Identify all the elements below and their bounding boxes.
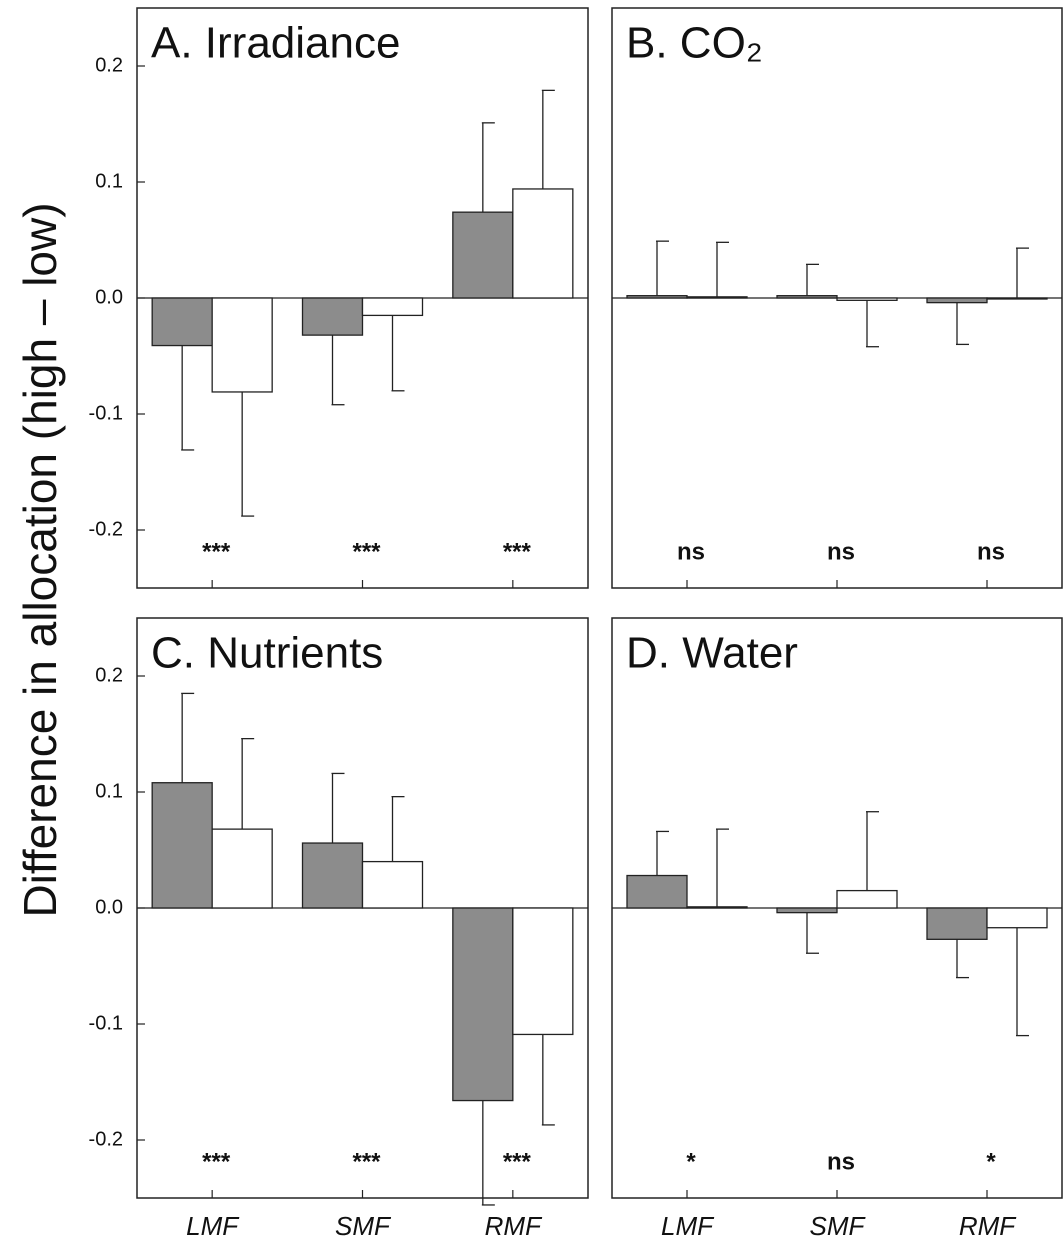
y-tick-label: 0.1 xyxy=(95,780,123,802)
bar xyxy=(452,907,514,1102)
x-tick-label: SMF xyxy=(335,1211,392,1241)
bar xyxy=(986,297,1048,300)
significance: ns xyxy=(677,539,705,566)
bar xyxy=(926,297,988,304)
bar xyxy=(986,907,1048,929)
bar xyxy=(211,828,273,909)
significance: *** xyxy=(503,539,532,566)
x-tick-label: SMF xyxy=(810,1211,867,1241)
bar xyxy=(361,860,424,909)
significance: ns xyxy=(827,539,855,566)
bar xyxy=(626,874,688,909)
panel-title: B. CO₂ xyxy=(626,19,763,68)
y-tick-label: 0.2 xyxy=(95,54,123,76)
bar xyxy=(301,297,364,336)
y-tick-label: 0.2 xyxy=(95,664,123,686)
y-tick-label: 0.1 xyxy=(95,170,123,192)
significance: *** xyxy=(202,539,231,566)
bar xyxy=(776,295,838,299)
bar xyxy=(776,907,838,914)
y-axis-label: Difference in allocation (high – low) xyxy=(14,202,66,917)
bar xyxy=(512,188,574,299)
bar xyxy=(211,297,273,393)
significance: *** xyxy=(352,1149,381,1176)
panel-title: C. Nutrients xyxy=(151,629,383,678)
bar xyxy=(151,782,213,909)
bar xyxy=(452,211,514,299)
y-tick-label: 0.0 xyxy=(95,286,123,308)
bar xyxy=(512,907,574,1036)
bar xyxy=(151,297,213,347)
bar xyxy=(836,297,898,301)
bar xyxy=(301,842,364,909)
x-tick-label: RMF xyxy=(959,1211,1017,1241)
bar xyxy=(686,296,748,299)
bar xyxy=(626,295,688,299)
significance: ns xyxy=(827,1149,855,1176)
y-tick-label: -0.2 xyxy=(89,1128,123,1150)
bar xyxy=(361,297,424,317)
x-tick-label: LMF xyxy=(186,1211,240,1241)
significance: *** xyxy=(503,1149,532,1176)
x-tick-label: RMF xyxy=(485,1211,543,1241)
significance: *** xyxy=(352,539,381,566)
y-tick-label: 0.0 xyxy=(95,896,123,918)
significance: ns xyxy=(977,539,1005,566)
panel-title: A. Irradiance xyxy=(151,19,400,68)
significance: *** xyxy=(202,1149,231,1176)
panel-title: D. Water xyxy=(626,629,798,678)
x-tick-label: LMF xyxy=(661,1211,715,1241)
bar xyxy=(836,889,898,909)
y-tick-label: -0.2 xyxy=(89,518,123,540)
y-tick-label: -0.1 xyxy=(89,1012,123,1034)
significance: * xyxy=(686,1149,696,1176)
bar xyxy=(686,906,748,909)
y-tick-label: -0.1 xyxy=(89,402,123,424)
significance: * xyxy=(986,1149,996,1176)
bar xyxy=(926,907,988,940)
